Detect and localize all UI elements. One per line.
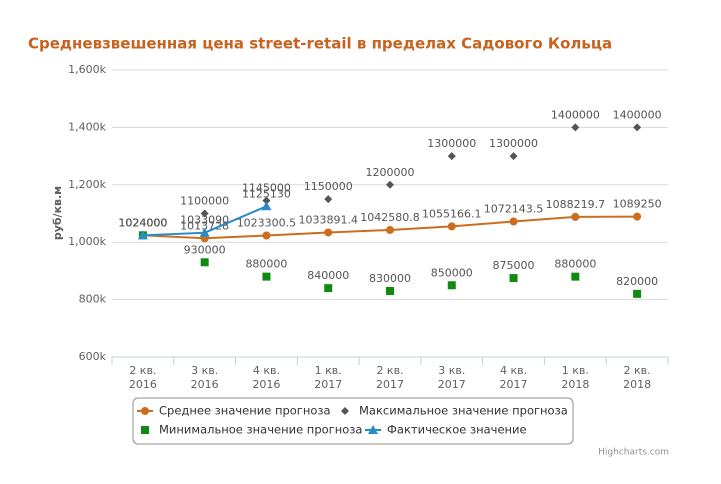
marker bbox=[447, 152, 456, 161]
data-label: 1023300.5 bbox=[237, 217, 297, 230]
marker bbox=[571, 272, 580, 281]
legend-label[interactable]: Максимальное значение прогноза bbox=[359, 404, 568, 418]
marker bbox=[199, 227, 210, 237]
data-label: 880000 bbox=[245, 258, 287, 271]
marker bbox=[262, 231, 271, 240]
data-label: 1150000 bbox=[304, 180, 353, 193]
data-label: 1024000 bbox=[118, 216, 167, 229]
legend-box bbox=[132, 397, 574, 445]
marker bbox=[633, 212, 642, 221]
y-tick-label: 600k bbox=[79, 350, 107, 363]
marker bbox=[509, 152, 518, 161]
x-tick-label: 2 кв. 2018 bbox=[623, 364, 651, 391]
marker bbox=[386, 225, 394, 234]
data-label: 1100000 bbox=[180, 195, 229, 208]
data-label: 1033891.4 bbox=[298, 213, 358, 226]
x-tick-label: 2 кв. 2016 bbox=[129, 364, 157, 391]
data-labels: 1024000 1013728 1023300.5 1033891.4 1042580.… bbox=[118, 108, 661, 287]
legend-label[interactable]: Среднее значение прогноза bbox=[159, 404, 331, 418]
data-label: 1013728 bbox=[180, 219, 229, 232]
marker bbox=[368, 425, 378, 434]
data-label: 1072143.5 bbox=[484, 202, 544, 215]
x-tick-label: 1 кв. 2017 bbox=[314, 364, 342, 391]
marker bbox=[262, 196, 271, 205]
data-label: 1024000 bbox=[118, 216, 167, 229]
data-label: 1400000 bbox=[551, 108, 600, 121]
y-axis-title: руб/кв.м bbox=[51, 186, 64, 240]
marker bbox=[633, 123, 642, 132]
marker bbox=[386, 286, 394, 295]
legend-label[interactable]: Минимальное значение прогноза bbox=[159, 423, 362, 437]
x-tick-label: 1 кв. 2018 bbox=[561, 364, 589, 391]
marker bbox=[571, 123, 580, 132]
data-label: 830000 bbox=[369, 272, 411, 285]
marker bbox=[324, 195, 333, 204]
data-label: 1200000 bbox=[366, 166, 415, 179]
data-label: 1300000 bbox=[427, 137, 476, 150]
marker bbox=[261, 201, 272, 211]
data-label: 930000 bbox=[184, 243, 226, 256]
x-tick-label: 3 кв. 2016 bbox=[191, 364, 219, 391]
data-label: 1125130 bbox=[242, 187, 291, 200]
data-label: 1145000 bbox=[242, 182, 291, 195]
data-label: 1088219.7 bbox=[546, 198, 606, 211]
x-tick-label: 4 кв. 2017 bbox=[500, 364, 528, 391]
marker bbox=[571, 212, 580, 221]
chart-title: Средневзвешенная цена street-retail в пр… bbox=[28, 35, 612, 53]
marker bbox=[447, 222, 456, 231]
data-label: 850000 bbox=[431, 266, 473, 279]
data-label: 1033090 bbox=[180, 214, 229, 227]
marker bbox=[386, 180, 394, 189]
marker bbox=[509, 217, 518, 226]
data-label: 875000 bbox=[493, 259, 535, 272]
marker bbox=[141, 407, 149, 415]
data-label: 1089250 bbox=[613, 198, 662, 211]
data-label: 1300000 bbox=[489, 137, 538, 150]
marker bbox=[137, 230, 148, 240]
marker bbox=[633, 289, 642, 298]
legend-label[interactable]: Фактическое значение bbox=[387, 423, 527, 437]
marker bbox=[447, 281, 456, 290]
marker bbox=[262, 272, 271, 281]
data-label: 1024000 bbox=[118, 216, 167, 229]
marker bbox=[200, 209, 209, 218]
data-label: 880000 bbox=[554, 258, 596, 271]
marker bbox=[509, 274, 518, 283]
y-tick-label: 1,000k bbox=[68, 235, 106, 248]
y-tick-label: 800k bbox=[79, 293, 107, 306]
y-tick-label: 1,200k bbox=[68, 178, 106, 191]
marker bbox=[324, 284, 333, 293]
y-tick-label: 1,400k bbox=[68, 120, 106, 133]
marker bbox=[341, 407, 349, 415]
data-label: 1042580.8 bbox=[360, 211, 420, 224]
marker bbox=[141, 426, 149, 434]
x-tick-label: 2 кв. 2017 bbox=[376, 364, 404, 391]
x-tick-label: 4 кв. 2016 bbox=[252, 364, 280, 391]
marker bbox=[324, 228, 333, 237]
data-label: 1400000 bbox=[613, 108, 662, 121]
data-label: 1024000 bbox=[118, 216, 167, 229]
credits[interactable]: Highcharts.com bbox=[598, 448, 669, 458]
x-tick-label: 3 кв. 2017 bbox=[438, 364, 466, 391]
data-label: 820000 bbox=[616, 275, 658, 288]
marker bbox=[200, 258, 209, 267]
y-tick-label: 1,600k bbox=[68, 63, 106, 76]
data-label: 1055166.1 bbox=[422, 207, 482, 220]
data-label: 840000 bbox=[307, 269, 349, 282]
